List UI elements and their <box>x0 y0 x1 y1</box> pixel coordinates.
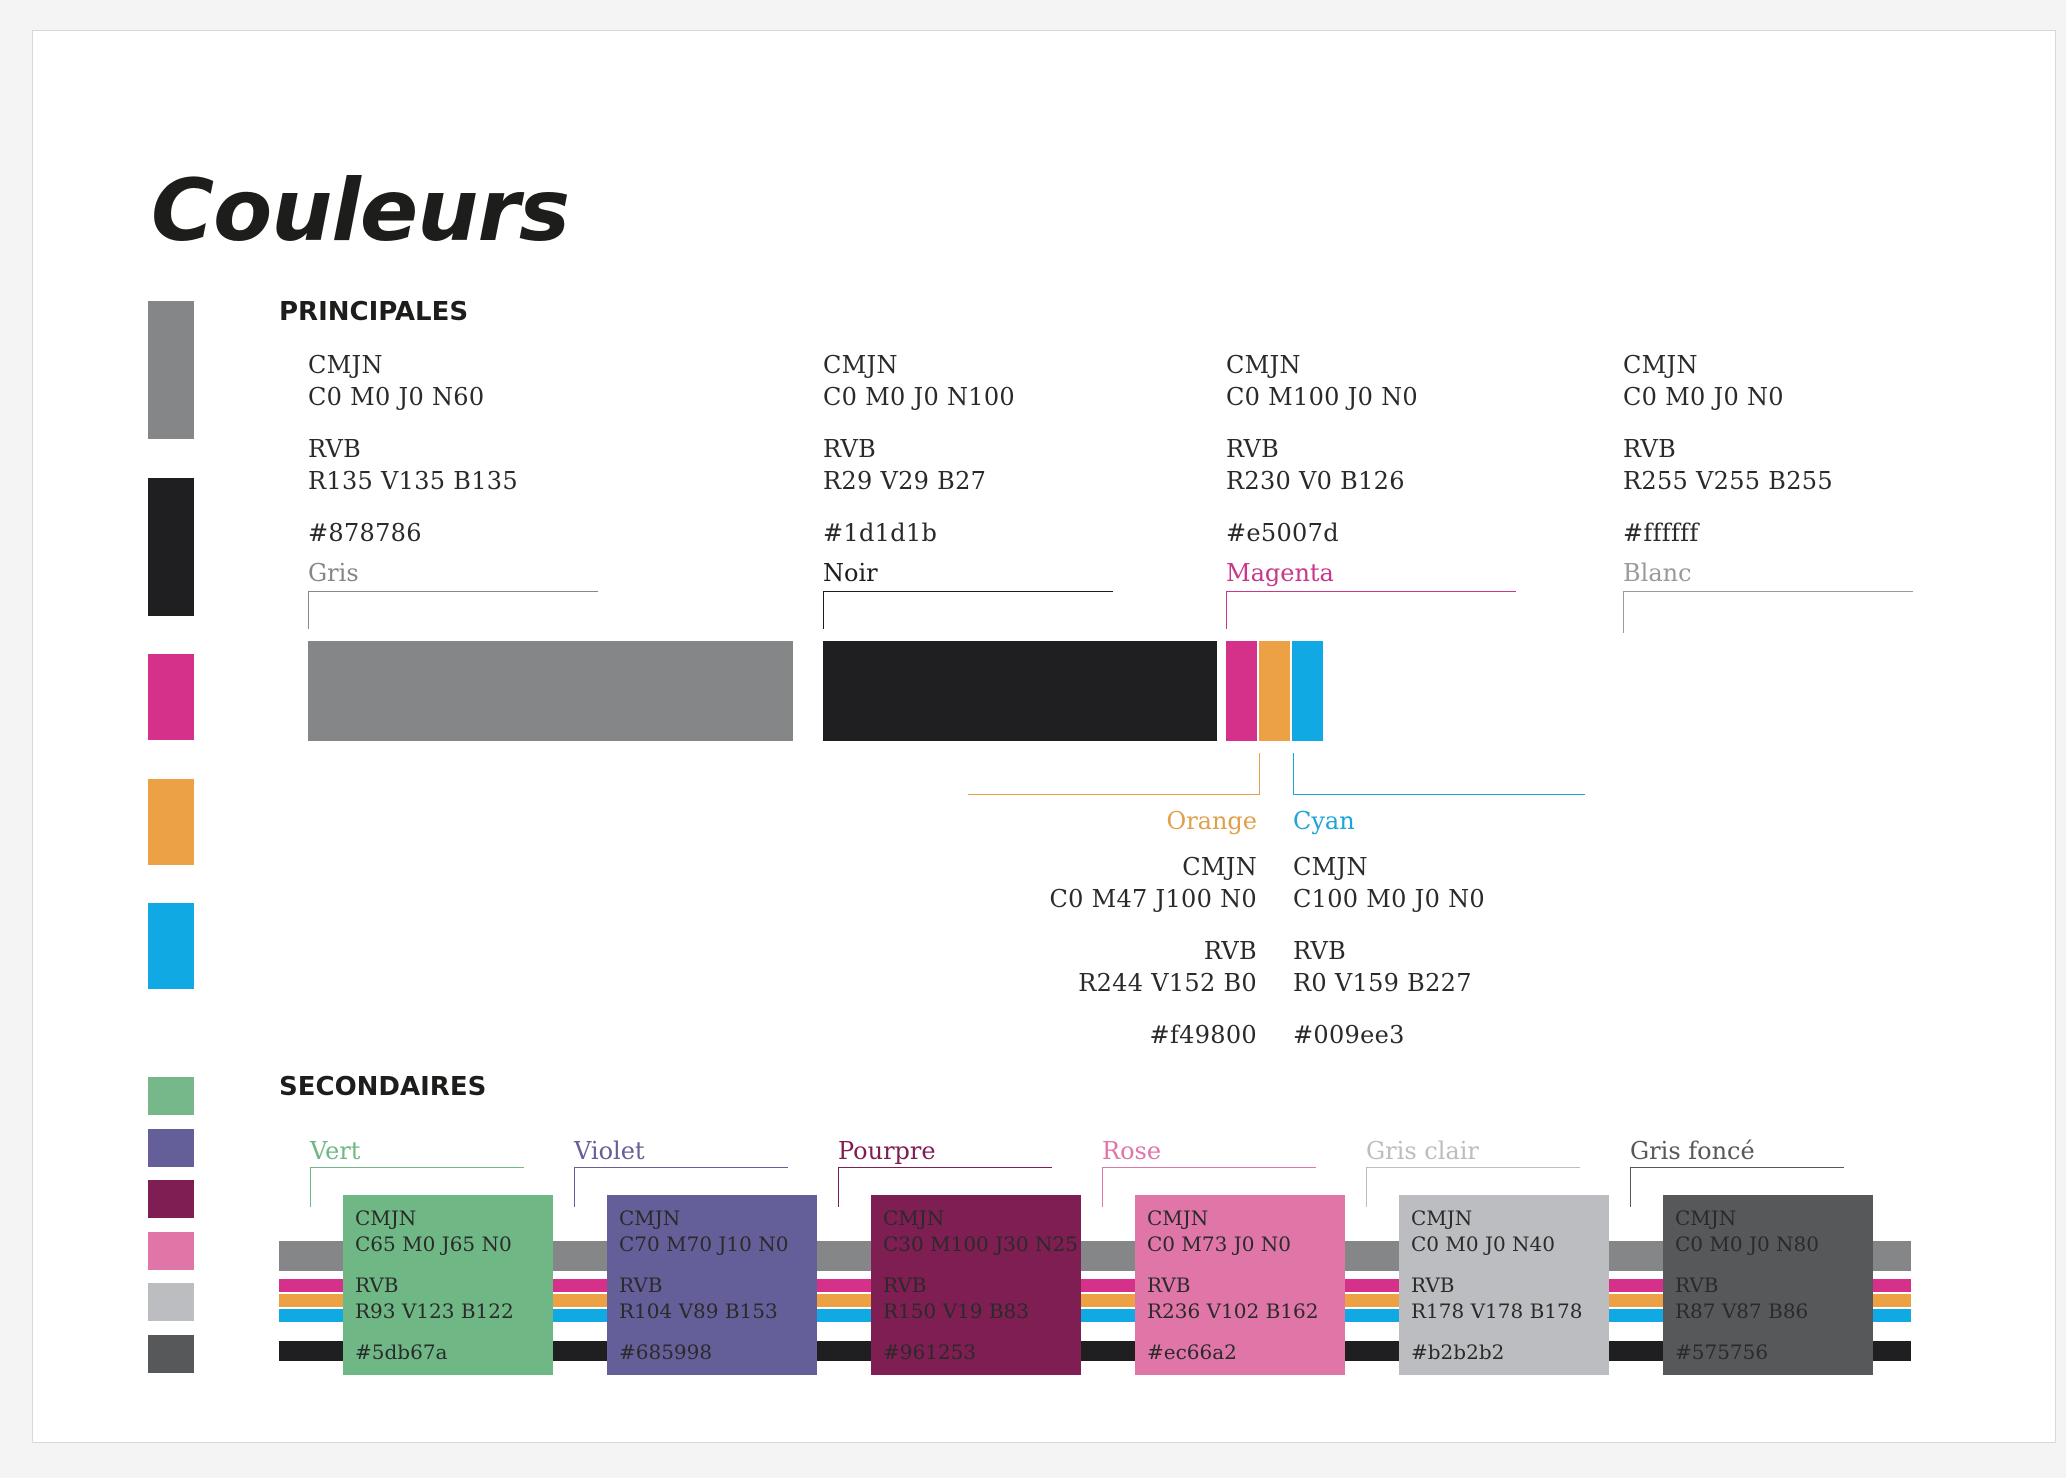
spec-noir: CMJN C0 M0 J0 N100 RVB R29 V29 B27 #1d1d1b <box>823 351 1015 547</box>
swatch-magenta <box>1226 641 1257 741</box>
name-cyan: Cyan <box>1293 807 1355 835</box>
name-blanc: Blanc <box>1623 559 1692 587</box>
sec-name-rose: Rose <box>1102 1137 1162 1165</box>
sidebar-swatch-noir <box>148 478 194 616</box>
leader-cyan <box>1293 753 1585 795</box>
leader-gris <box>308 591 598 629</box>
sec-name-pourpre: Pourpre <box>838 1137 936 1165</box>
sec-leader-gris-clair <box>1366 1167 1580 1207</box>
sec-leader-gris-fonce <box>1630 1167 1844 1207</box>
name-gris: Gris <box>308 559 359 587</box>
sec-swatch-violet: CMJN C70 M70 J10 N0 RVB R104 V89 B153 #68599… <box>607 1195 817 1375</box>
sidebar-swatch-magenta <box>148 654 194 740</box>
sec-swatch-rose: CMJN C0 M73 J0 N0 RVB R236 V102 B162 #ec66a2 <box>1135 1195 1345 1375</box>
leader-blanc <box>1623 591 1913 633</box>
sidebar-swatch-vert <box>148 1077 194 1115</box>
section-title-principales: PRINCIPALES <box>279 297 469 327</box>
sec-swatch-vert: CMJN C65 M0 J65 N0 RVB R93 V123 B122 #5db67a <box>343 1195 553 1375</box>
swatch-noir <box>823 641 1217 741</box>
name-orange: Orange <box>1166 807 1257 835</box>
sidebar-swatch-cyan <box>148 903 194 989</box>
sidebar-swatch-rose <box>148 1232 194 1270</box>
sidebar-swatch-gris-clair <box>148 1283 194 1321</box>
name-magenta: Magenta <box>1226 559 1334 587</box>
leader-noir <box>823 591 1113 629</box>
sidebar-swatch-gris <box>148 301 194 439</box>
sidebar-swatch-pourpre <box>148 1180 194 1218</box>
page-title: Couleurs <box>151 161 570 261</box>
leader-magenta <box>1226 591 1516 629</box>
sec-name-gris-clair: Gris clair <box>1366 1137 1479 1165</box>
spec-magenta: CMJN C0 M100 J0 N0 RVB R230 V0 B126 #e5007… <box>1226 351 1418 547</box>
sec-name-violet: Violet <box>574 1137 645 1165</box>
sec-name-vert: Vert <box>310 1137 361 1165</box>
sec-leader-violet <box>574 1167 788 1207</box>
sec-swatch-gris-clair: CMJN C0 M0 J0 N40 RVB R178 V178 B178 #b2b2b2 <box>1399 1195 1609 1375</box>
sec-leader-pourpre <box>838 1167 1052 1207</box>
section-title-secondaires: SECONDAIRES <box>279 1072 487 1102</box>
sidebar-swatch-violet <box>148 1129 194 1167</box>
sec-swatch-gris-fonce: CMJN C0 M0 J0 N80 RVB R87 V87 B86 #575756 <box>1663 1195 1873 1375</box>
name-noir: Noir <box>823 559 878 587</box>
spec-gris: CMJN C0 M0 J0 N60 RVB R135 V135 B135 #8787… <box>308 351 518 547</box>
sec-leader-vert <box>310 1167 524 1207</box>
sidebar-swatch-orange <box>148 779 194 865</box>
swatch-orange <box>1259 641 1290 741</box>
sidebar-swatch-gris-fonce <box>148 1335 194 1373</box>
sec-name-gris-fonce: Gris foncé <box>1630 1137 1755 1165</box>
sec-leader-rose <box>1102 1167 1316 1207</box>
spec-cyan: CMJN C100 M0 J0 N0 RVB R0 V159 B227 #009ee… <box>1293 853 1485 1049</box>
leader-orange <box>968 753 1260 795</box>
page: Couleurs PRINCIPALES CMJN C0 M0 J0 N60 RV… <box>32 30 2056 1443</box>
swatch-gris <box>308 641 793 741</box>
swatch-cyan <box>1292 641 1323 741</box>
sec-swatch-pourpre: CMJN C30 M100 J30 N25 RVB R150 V19 B83 #9612… <box>871 1195 1081 1375</box>
spec-blanc: CMJN C0 M0 J0 N0 RVB R255 V255 B255 #fffff… <box>1623 351 1833 547</box>
spec-orange: CMJN C0 M47 J100 N0 RVB R244 V152 B0 #f498… <box>1049 853 1257 1049</box>
